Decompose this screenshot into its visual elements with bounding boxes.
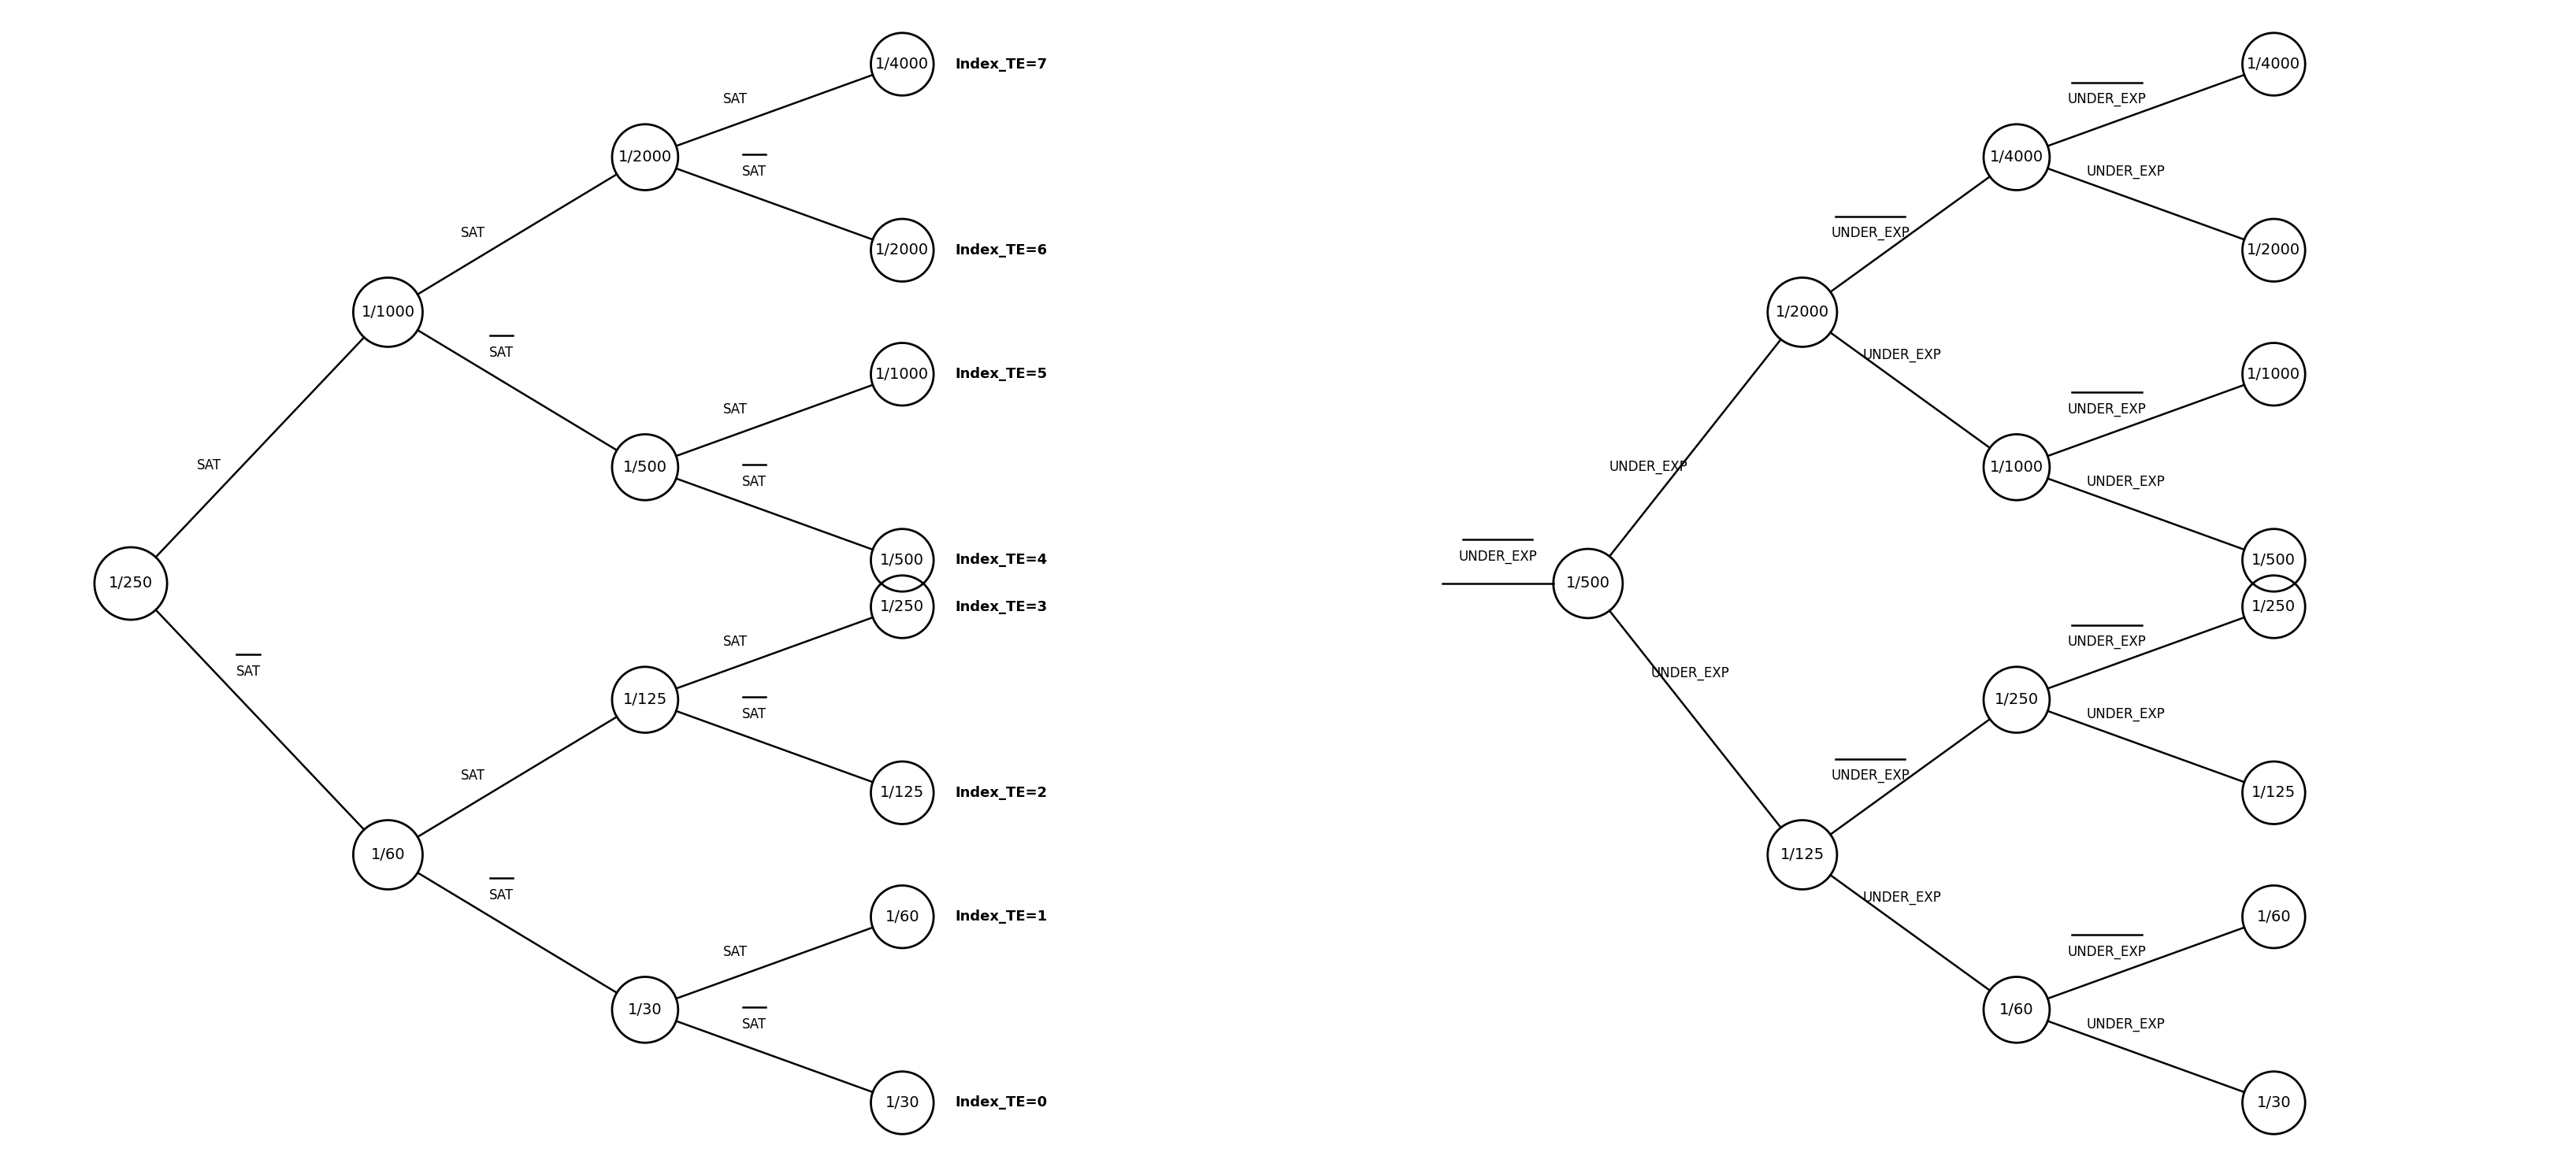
Text: 1/2000: 1/2000 <box>1775 305 1829 320</box>
Text: SAT: SAT <box>461 768 484 783</box>
Text: UNDER_EXP: UNDER_EXP <box>2069 403 2146 417</box>
Text: SAT: SAT <box>461 226 484 240</box>
Text: UNDER_EXP: UNDER_EXP <box>1610 460 1687 474</box>
Text: Index_TE=3: Index_TE=3 <box>956 600 1048 614</box>
Text: 1/30: 1/30 <box>886 1096 920 1110</box>
Text: 1/125: 1/125 <box>2251 785 2295 801</box>
Text: 1/60: 1/60 <box>886 909 920 924</box>
Text: 1/500: 1/500 <box>1566 576 1610 591</box>
Text: 1/500: 1/500 <box>881 553 925 567</box>
Text: 1/1000: 1/1000 <box>876 366 930 382</box>
Text: SAT: SAT <box>724 92 747 106</box>
Text: 1/30: 1/30 <box>2257 1096 2290 1110</box>
Text: 1/2000: 1/2000 <box>2246 243 2300 258</box>
Text: UNDER_EXP: UNDER_EXP <box>2087 1018 2166 1032</box>
Text: 1/250: 1/250 <box>881 600 925 614</box>
Text: 1/1000: 1/1000 <box>1989 460 2043 475</box>
Text: 1/1000: 1/1000 <box>361 305 415 320</box>
Text: SAT: SAT <box>724 635 747 649</box>
Text: UNDER_EXP: UNDER_EXP <box>2069 92 2146 106</box>
Text: SAT: SAT <box>237 664 260 679</box>
Text: SAT: SAT <box>742 707 768 721</box>
Text: 1/4000: 1/4000 <box>876 57 930 71</box>
Text: 1/250: 1/250 <box>108 576 152 591</box>
Text: 1/60: 1/60 <box>2257 909 2290 924</box>
Text: 1/250: 1/250 <box>1994 692 2038 707</box>
Text: Index_TE=0: Index_TE=0 <box>956 1096 1048 1110</box>
Text: 1/2000: 1/2000 <box>876 243 930 258</box>
Text: 1/4000: 1/4000 <box>1989 149 2043 165</box>
Text: SAT: SAT <box>489 345 513 359</box>
Text: UNDER_EXP: UNDER_EXP <box>2069 945 2146 959</box>
Text: SAT: SAT <box>724 945 747 959</box>
Text: 1/4000: 1/4000 <box>2246 57 2300 71</box>
Text: UNDER_EXP: UNDER_EXP <box>1862 348 1942 362</box>
Text: 1/60: 1/60 <box>371 847 404 862</box>
Text: 1/1000: 1/1000 <box>2246 366 2300 382</box>
Text: 1/2000: 1/2000 <box>618 149 672 165</box>
Text: 1/125: 1/125 <box>623 692 667 707</box>
Text: SAT: SAT <box>489 888 513 902</box>
Text: 1/125: 1/125 <box>881 785 925 801</box>
Text: SAT: SAT <box>724 403 747 417</box>
Text: 1/500: 1/500 <box>2251 553 2295 567</box>
Text: SAT: SAT <box>742 1018 768 1032</box>
Text: 1/500: 1/500 <box>623 460 667 475</box>
Text: UNDER_EXP: UNDER_EXP <box>2087 707 2166 721</box>
Text: UNDER_EXP: UNDER_EXP <box>1832 226 1909 240</box>
Text: SAT: SAT <box>196 457 222 473</box>
Text: UNDER_EXP: UNDER_EXP <box>2087 475 2166 489</box>
Text: UNDER_EXP: UNDER_EXP <box>2069 635 2146 649</box>
Text: Index_TE=2: Index_TE=2 <box>956 785 1048 799</box>
Text: Index_TE=6: Index_TE=6 <box>956 243 1048 257</box>
Text: SAT: SAT <box>742 165 768 179</box>
Text: 1/125: 1/125 <box>1780 847 1824 862</box>
Text: UNDER_EXP: UNDER_EXP <box>1651 666 1728 680</box>
Text: SAT: SAT <box>742 475 768 489</box>
Text: UNDER_EXP: UNDER_EXP <box>2087 165 2166 179</box>
Text: UNDER_EXP: UNDER_EXP <box>1862 890 1942 904</box>
Text: 1/60: 1/60 <box>1999 1002 2035 1018</box>
Text: UNDER_EXP: UNDER_EXP <box>1832 769 1909 783</box>
Text: UNDER_EXP: UNDER_EXP <box>1458 550 1538 564</box>
Text: Index_TE=7: Index_TE=7 <box>956 57 1048 71</box>
Text: Index_TE=1: Index_TE=1 <box>956 910 1048 924</box>
Text: 1/30: 1/30 <box>629 1002 662 1018</box>
Text: Index_TE=5: Index_TE=5 <box>956 368 1048 382</box>
Text: Index_TE=4: Index_TE=4 <box>956 553 1048 567</box>
Text: 1/250: 1/250 <box>2251 600 2295 614</box>
